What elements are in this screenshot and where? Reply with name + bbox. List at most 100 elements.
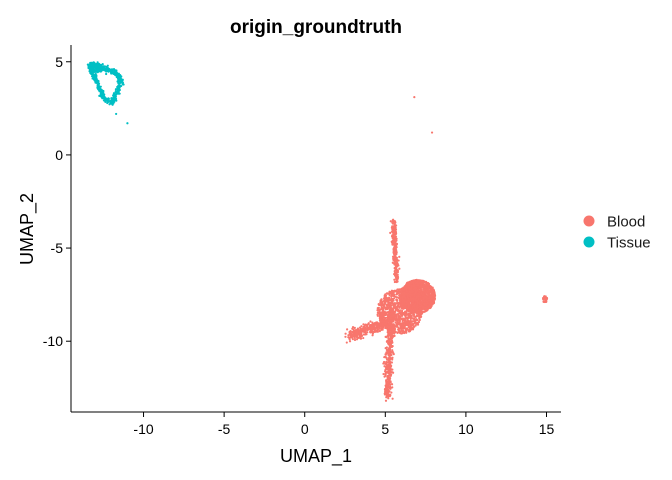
data-point: [360, 325, 363, 328]
data-point: [387, 356, 390, 360]
data-point: [398, 267, 401, 270]
data-point: [385, 335, 388, 339]
data-point: [382, 310, 385, 313]
data-point: [424, 292, 427, 295]
data-point: [415, 311, 418, 314]
data-point: [391, 243, 394, 246]
data-point: [403, 288, 406, 291]
data-point: [426, 291, 429, 294]
data-point: [385, 321, 388, 324]
data-point: [104, 99, 108, 102]
data-point: [383, 388, 387, 391]
data-point: [380, 324, 383, 327]
data-point: [392, 248, 395, 251]
data-point: [405, 283, 408, 286]
chart-title: origin_groundtruth: [230, 17, 402, 38]
data-point: [410, 282, 413, 285]
data-point: [395, 290, 399, 293]
data-point: [543, 295, 546, 298]
data-point: [350, 335, 353, 338]
data-point: [375, 321, 379, 324]
data-point: [419, 285, 422, 288]
data-point: [401, 300, 404, 304]
data-point: [395, 237, 398, 240]
data-point: [385, 340, 388, 343]
data-point: [414, 299, 417, 302]
data-point: [405, 287, 408, 290]
data-point: [383, 303, 386, 306]
data-point: [348, 340, 352, 343]
data-point: [544, 296, 547, 300]
data-point: [399, 315, 402, 319]
data-point: [389, 381, 392, 384]
data-point: [425, 299, 428, 303]
data-point: [360, 334, 364, 337]
data-point: [376, 330, 379, 333]
data-point: [344, 335, 347, 338]
data-point: [391, 299, 394, 302]
data-point: [394, 232, 398, 235]
data-point: [542, 296, 545, 300]
data-point: [413, 96, 416, 99]
data-point: [390, 357, 394, 360]
data-point: [400, 291, 403, 294]
data-point: [388, 325, 392, 329]
data-point: [419, 279, 422, 282]
data-point: [394, 321, 397, 324]
data-point: [398, 331, 401, 334]
data-point: [388, 301, 392, 305]
data-point: [397, 309, 400, 312]
data-point: [110, 100, 113, 104]
data-point: [93, 73, 97, 76]
data-point: [113, 94, 116, 97]
x-tick-label: 0: [301, 421, 309, 437]
data-point: [422, 310, 426, 313]
data-point: [347, 336, 350, 339]
data-point: [381, 326, 384, 329]
data-point: [377, 328, 380, 331]
data-point: [353, 338, 357, 342]
data-point: [391, 310, 394, 313]
data-point: [390, 391, 393, 394]
data-point: [401, 303, 404, 306]
data-point: [413, 285, 416, 288]
data-point: [110, 72, 113, 75]
data-point: [395, 251, 398, 254]
data-point: [391, 327, 394, 330]
data-point: [392, 219, 395, 222]
data-point: [388, 306, 391, 309]
data-point: [407, 328, 411, 331]
data-point: [383, 370, 387, 373]
data-point: [415, 296, 419, 300]
data-point: [405, 290, 408, 293]
data-point: [407, 297, 410, 300]
data-point: [96, 63, 99, 66]
data-point: [381, 308, 384, 311]
data-point: [386, 364, 389, 367]
data-point: [380, 318, 383, 321]
data-point: [377, 306, 380, 309]
data-point: [414, 286, 417, 289]
data-point: [422, 300, 426, 303]
data-point: [382, 362, 385, 365]
data-point: [389, 340, 392, 343]
data-point: [106, 100, 110, 104]
data-point: [406, 281, 409, 285]
data-point: [414, 308, 418, 312]
data-point: [392, 292, 395, 295]
data-point: [427, 282, 431, 286]
data-point: [423, 295, 427, 298]
data-point: [389, 368, 392, 372]
data-point: [94, 79, 97, 82]
data-point: [417, 320, 421, 324]
y-tick-label: -5: [51, 240, 64, 256]
data-point: [394, 273, 397, 277]
data-point: [396, 277, 399, 280]
data-point: [373, 326, 377, 329]
data-point: [369, 331, 372, 334]
data-point: [394, 254, 397, 257]
data-point: [394, 313, 397, 317]
data-point: [366, 331, 369, 334]
data-point: [388, 291, 391, 294]
data-point: [400, 305, 403, 308]
